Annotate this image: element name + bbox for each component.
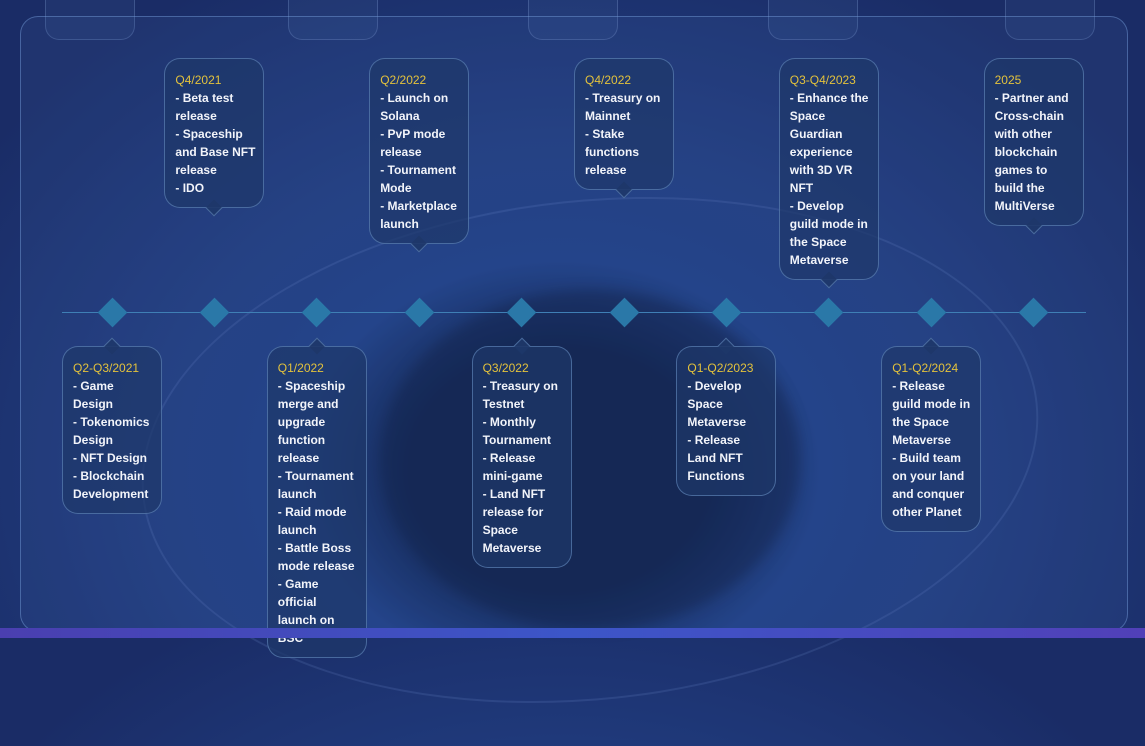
milestone-date: Q2-Q3/2021 — [73, 361, 140, 375]
milestone-item: - Develop Space Metaverse — [687, 379, 747, 429]
milestone-date: Q1/2022 — [277, 361, 324, 375]
milestone-item: - Blockchain Development — [73, 469, 149, 501]
milestone-item: - Marketplace launch — [380, 199, 457, 231]
milestone-item: - Beta test release — [175, 91, 234, 123]
header-tab-decoration — [1005, 0, 1095, 40]
milestone-card: Q2-Q3/2021 - Game Design - Tokenomics Desi… — [62, 337, 162, 514]
header-tab-decoration — [768, 0, 858, 40]
milestone-date: 2025 — [994, 73, 1022, 87]
timeline-line — [62, 312, 1086, 313]
milestone-item: - Tournament Mode — [380, 163, 456, 195]
milestone-item: - Enhance the Space Guardian experience … — [789, 91, 869, 195]
bottom-glow-bar — [0, 628, 1145, 638]
milestone-item: - Partner and Cross-chain with other blo… — [994, 91, 1069, 213]
milestone-item: - IDO — [175, 181, 205, 195]
milestone-item: - Land NFT release for Space Metaverse — [482, 487, 546, 555]
milestone-item: - Monthly Tournament — [482, 415, 552, 447]
header-tab-decoration — [288, 0, 378, 40]
header-tab-decoration — [45, 0, 135, 40]
milestone-date: Q1-Q2/2024 — [892, 361, 959, 375]
milestone-item: - PvP mode release — [380, 127, 446, 159]
milestone-card: Q4/2022 - Treasury on Mainnet - Stake func… — [574, 58, 674, 199]
milestone-date: Q4/2021 — [175, 73, 222, 87]
header-tab-decoration — [528, 0, 618, 40]
milestone-item: - Stake functions release — [585, 127, 639, 177]
milestone-item: - Tournament launch — [277, 469, 354, 501]
milestone-card: Q1/2022 - Spaceship merge and upgrade fun… — [266, 337, 367, 658]
milestone-card: Q2/2022 - Launch on Solana - PvP mode rele… — [369, 58, 470, 253]
milestone-date: Q3-Q4/2023 — [789, 73, 856, 87]
milestone-item: - Treasury on Testnet — [482, 379, 558, 411]
milestone-card: Q4/2021 - Beta test release - Spaceship an… — [164, 58, 265, 217]
milestone-card: 2025 - Partner and Cross-chain with other… — [983, 58, 1084, 235]
milestone-item: - Release guild mode in the Space Metave… — [892, 379, 971, 447]
milestone-date: Q2/2022 — [380, 73, 427, 87]
milestone-date: Q4/2022 — [585, 73, 632, 87]
milestone-card: Q1-Q2/2024 - Release guild mode in the Sp… — [881, 337, 982, 532]
milestone-item: - Raid mode launch — [277, 505, 347, 537]
milestone-item: - Spaceship merge and upgrade function r… — [277, 379, 346, 465]
milestone-item: - Develop guild mode in the Space Metave… — [789, 199, 868, 267]
milestone-item: - Build team on your land and conquer ot… — [892, 451, 965, 519]
milestone-item: - Battle Boss mode release — [277, 541, 355, 573]
milestone-item: - Game Design — [73, 379, 114, 411]
milestone-item: - Treasury on Mainnet — [585, 91, 661, 123]
milestone-item: - Release Land NFT Functions — [687, 433, 745, 483]
milestone-item: - Spaceship and Base NFT release — [175, 127, 256, 177]
milestone-item: - NFT Design — [73, 451, 147, 465]
milestone-date: Q1-Q2/2023 — [687, 361, 754, 375]
milestone-card: Q1-Q2/2023 - Develop Space Metaverse - Rel… — [676, 337, 777, 496]
milestone-card: Q3/2022 - Treasury on Testnet - Monthly To… — [471, 337, 572, 568]
milestone-item: - Launch on Solana — [380, 91, 449, 123]
milestone-item: - Release mini-game — [482, 451, 543, 483]
milestone-date: Q3/2022 — [482, 361, 529, 375]
milestone-item: - Tokenomics Design — [73, 415, 150, 447]
milestone-card: Q3-Q4/2023 - Enhance the Space Guardian e… — [778, 58, 879, 289]
